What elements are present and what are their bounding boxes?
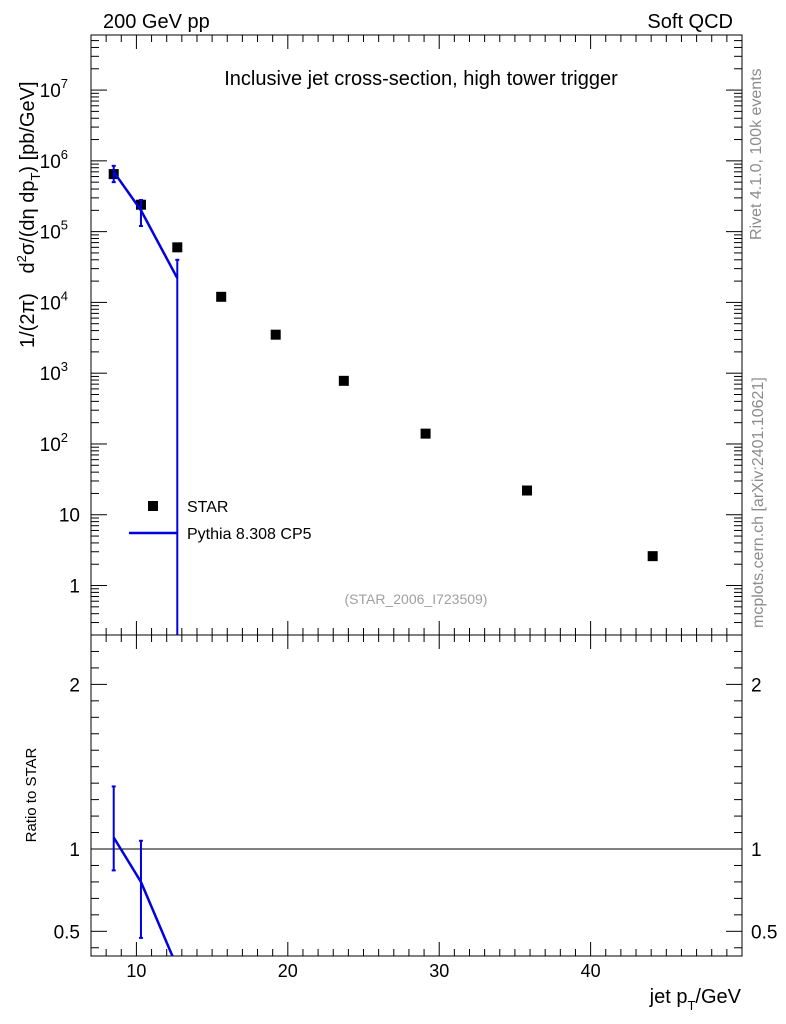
legend-star-label: STAR [187,499,228,516]
ratio-y-tick-label-right: 0.5 [751,922,777,943]
star-data-point [420,428,431,439]
ratio-plot-frame [90,634,743,957]
ratio-y-axis-label: Ratio to STAR [23,747,40,842]
x-tick-label: 20 [278,961,298,981]
legend-pythia-label: Pythia 8.308 CP5 [187,526,312,543]
y-tick-label: 1 [69,577,80,598]
star-data-point [338,375,349,386]
ratio-axis-ticks [90,634,743,956]
y-tick-label: 105 [40,218,68,244]
legend-star-marker [148,501,158,511]
y-tick-label: 106 [40,147,68,173]
analysis-id: (STAR_2006_I723509) [345,591,488,607]
chart-title: Inclusive jet cross-section, high tower … [224,68,618,90]
tick-labels: 10 20 30 40 1 10 102 103 104 105 106 107 0.5 0.5 1 1 2 2 [40,76,778,981]
ratio-y-tick-label-right: 1 [751,840,762,861]
y-tick-label: 103 [40,359,68,385]
rivet-version-label: Rivet 4.1.0, 100k events [748,68,765,240]
star-data-point [270,329,281,340]
ratio-y-tick-label-left: 0.5 [54,922,80,943]
ratio-y-tick-label-left: 2 [69,675,80,696]
main-plot-frame [90,34,743,636]
star-data-point [172,242,183,253]
x-axis-label: jet pT/GeV [649,986,742,1013]
main-y-axis-label: 1/(2π) d2σ/(dη dpT) [pb/GeV] [14,81,43,348]
ratio-y-tick-label-left: 1 [69,840,80,861]
main-plot-marks [108,164,658,635]
ratio-y-tick-label-right: 2 [751,675,762,696]
x-tick-label: 40 [581,961,601,981]
x-tick-label: 30 [429,961,449,981]
legend: STAR Pythia 8.308 CP5 [129,499,312,543]
y-tick-label: 107 [40,76,68,102]
star-data-point [216,291,227,302]
star-data-point [647,551,658,562]
star-data-point [522,485,533,496]
x-tick-label: 10 [126,961,146,981]
pythia-curve [112,171,179,279]
header-left: 200 GeV pp [103,11,210,33]
mcplots-reference-label: mcplots.cern.ch [arXiv:2401.10621] [750,377,767,628]
y-tick-label: 10 [59,506,80,527]
y-tick-label: 102 [40,430,68,456]
y-tick-label: 104 [40,288,68,314]
ratio-pythia-curve [112,836,174,956]
ratio-plot-marks [91,785,742,956]
main-axis-ticks [90,34,743,636]
header-right: Soft QCD [647,11,733,33]
